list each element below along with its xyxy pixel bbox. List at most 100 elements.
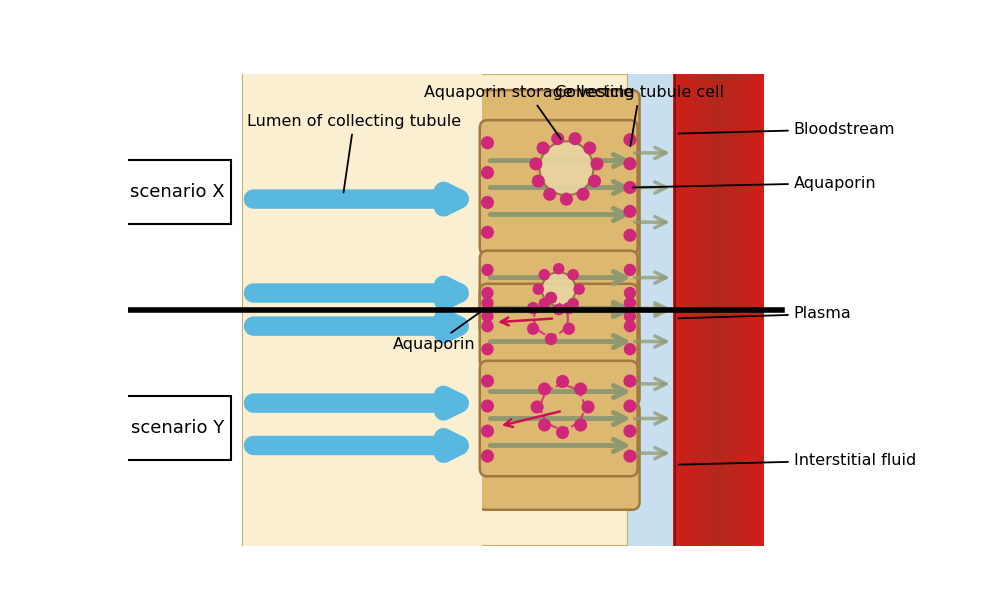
Bar	[628, 74, 674, 546]
Circle shape	[590, 158, 604, 170]
Circle shape	[538, 269, 550, 281]
Bar	[738, 74, 740, 546]
Circle shape	[623, 400, 636, 413]
Circle shape	[481, 424, 494, 438]
Circle shape	[553, 263, 564, 275]
Circle shape	[624, 297, 636, 309]
Bar	[712, 74, 715, 546]
Circle shape	[563, 322, 575, 335]
Circle shape	[481, 320, 494, 332]
Text: scenario X: scenario X	[130, 183, 225, 200]
Circle shape	[481, 264, 494, 276]
Bar	[723, 74, 725, 546]
Text: Bloodstream: Bloodstream	[679, 121, 895, 137]
Bar	[676, 74, 679, 546]
Circle shape	[545, 333, 557, 345]
FancyBboxPatch shape	[480, 120, 638, 255]
Bar	[690, 74, 692, 546]
Circle shape	[481, 226, 494, 239]
Circle shape	[623, 157, 636, 170]
Circle shape	[481, 310, 494, 322]
Bar	[759, 74, 761, 546]
Bar	[700, 74, 703, 546]
Bar	[744, 74, 746, 546]
Circle shape	[623, 133, 636, 147]
Circle shape	[624, 264, 636, 276]
Circle shape	[481, 297, 494, 309]
Circle shape	[623, 229, 636, 242]
Circle shape	[623, 205, 636, 218]
Text: Aquaporin: Aquaporin	[633, 175, 876, 191]
Circle shape	[574, 419, 587, 432]
Bar	[747, 74, 749, 546]
Circle shape	[583, 142, 596, 154]
Circle shape	[533, 283, 544, 295]
Bar	[739, 74, 742, 546]
Bar	[674, 74, 676, 546]
Bar	[243, 74, 482, 546]
Text: Lumen of collecting tubule: Lumen of collecting tubule	[247, 114, 461, 192]
Bar	[706, 74, 709, 546]
FancyBboxPatch shape	[480, 251, 638, 335]
Circle shape	[556, 426, 569, 439]
Circle shape	[527, 302, 539, 314]
Circle shape	[577, 188, 590, 201]
Bar	[708, 74, 710, 546]
Text: Aquaporin storage vesicle: Aquaporin storage vesicle	[424, 85, 633, 139]
Bar	[743, 74, 745, 546]
Bar	[681, 74, 683, 546]
Bar	[696, 74, 698, 546]
Text: Collecting tubule cell: Collecting tubule cell	[555, 85, 724, 147]
Circle shape	[481, 449, 494, 463]
Circle shape	[545, 292, 557, 304]
Bar	[727, 74, 730, 546]
Bar	[749, 74, 751, 546]
Circle shape	[623, 424, 636, 438]
Bar	[678, 74, 680, 546]
Circle shape	[553, 304, 564, 315]
Circle shape	[551, 132, 564, 145]
Bar	[761, 74, 763, 546]
Circle shape	[560, 192, 573, 206]
Text: Aquaporin: Aquaporin	[393, 308, 485, 352]
Bar	[758, 74, 760, 546]
Circle shape	[529, 158, 542, 170]
Circle shape	[543, 188, 556, 201]
Bar	[685, 74, 688, 546]
FancyBboxPatch shape	[478, 402, 640, 510]
Circle shape	[481, 400, 494, 413]
Bar	[735, 74, 737, 546]
Bar	[756, 74, 758, 546]
Bar	[718, 74, 721, 546]
Bar	[752, 74, 754, 546]
Circle shape	[539, 142, 593, 195]
Bar	[697, 74, 700, 546]
Bar	[720, 74, 722, 546]
FancyBboxPatch shape	[478, 310, 640, 406]
Circle shape	[563, 302, 575, 314]
Circle shape	[538, 298, 550, 310]
Circle shape	[624, 320, 636, 332]
Bar	[724, 74, 727, 546]
Bar	[729, 74, 731, 546]
Bar	[675, 74, 677, 546]
Circle shape	[623, 449, 636, 463]
Circle shape	[624, 287, 636, 299]
FancyBboxPatch shape	[124, 159, 231, 224]
Circle shape	[623, 375, 636, 387]
Circle shape	[624, 310, 636, 322]
Bar	[726, 74, 728, 546]
Bar	[682, 74, 685, 546]
Circle shape	[481, 375, 494, 387]
Bar	[702, 74, 704, 546]
Circle shape	[623, 181, 636, 194]
Bar	[762, 74, 764, 546]
Bar	[684, 74, 686, 546]
Bar	[717, 74, 719, 546]
Bar	[705, 74, 707, 546]
Bar	[714, 74, 716, 546]
Circle shape	[481, 166, 494, 179]
Circle shape	[567, 298, 579, 310]
Circle shape	[481, 343, 494, 356]
Circle shape	[556, 375, 569, 388]
